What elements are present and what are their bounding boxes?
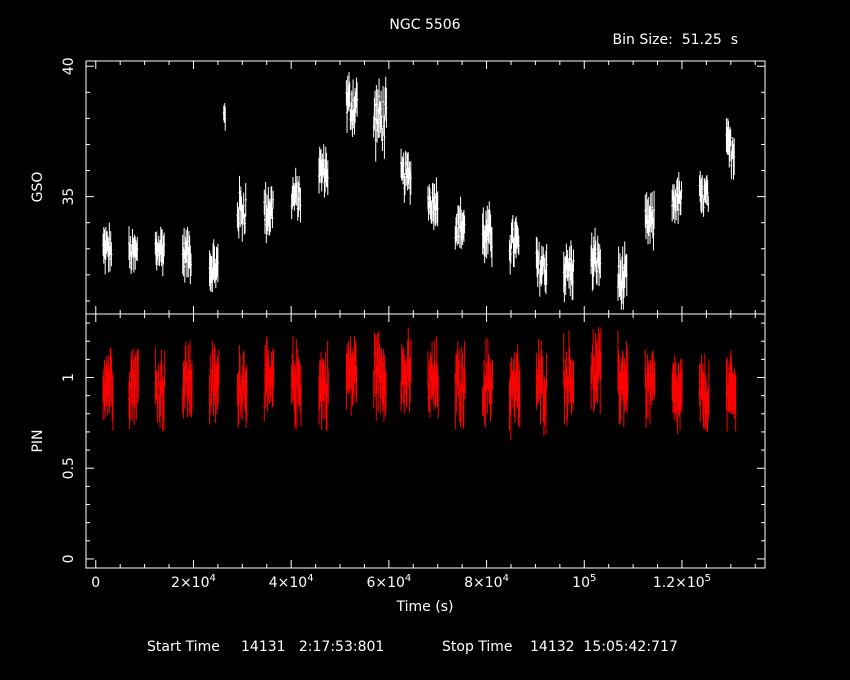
bin-size-label: Bin Size: 51.25 s [613,32,738,48]
gso-ylabel: GSO [30,172,46,203]
pin-y-tick-label: 0.5 [61,457,77,479]
gso-ticks: 35 40 [61,57,765,314]
pin-ticks: 00.51 [61,314,765,568]
gso-y-tick-label: 35 [61,188,77,206]
pin-y-tick-label: 0 [61,554,77,563]
pin-data-points [102,327,737,440]
x-axis-label: Time (s) [396,599,454,615]
gso-y-tick-label: 40 [61,57,77,75]
x-tick-label: 0 [91,575,100,591]
x-tick-label: 8×104 [464,573,509,591]
x-tick-labels: 0 2×104 4×104 6×104 8×104 105 1.2×105 [91,573,711,591]
start-time-label: Start Time [147,639,220,655]
chart-title: NGC 5506 [389,17,460,33]
x-tick-label: 2×104 [171,573,216,591]
stop-time-value: 14132 15:05:42:717 [530,639,678,655]
pin-frame [85,313,766,569]
x-tick-label: 6×104 [366,573,411,591]
gso-panel: 35 40 GSO [30,57,766,315]
x-tick-label: 105 [572,573,596,591]
start-time-value: 14131 2:17:53:801 [241,639,384,655]
gso-data-points [102,71,736,310]
pin-ylabel: PIN [30,429,46,452]
pin-panel: 00.51 PIN [30,313,766,569]
pin-y-tick-label: 1 [61,373,77,382]
x-tick-label: 1.2×105 [653,573,711,591]
stop-time-label: Stop Time [442,639,513,655]
x-tick-label: 4×104 [269,573,314,591]
